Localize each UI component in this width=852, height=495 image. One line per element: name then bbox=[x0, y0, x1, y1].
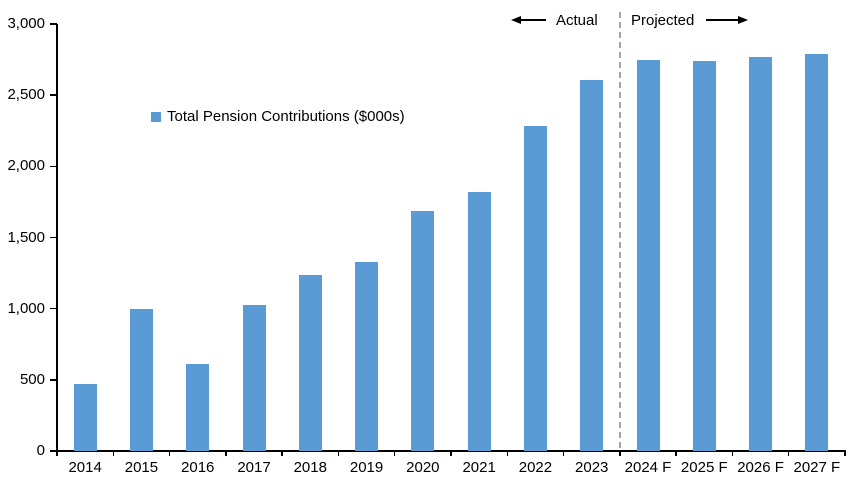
x-axis-tick bbox=[337, 451, 340, 456]
bar-2022 bbox=[523, 125, 547, 451]
bar-2020 bbox=[411, 211, 435, 451]
x-axis-tick bbox=[112, 451, 114, 456]
x-axis-tick bbox=[506, 451, 508, 456]
y-tick-label: 500 bbox=[19, 370, 45, 388]
actual-arrow-line bbox=[520, 19, 546, 21]
legend: Total Pension Contributions ($000s) bbox=[151, 108, 405, 125]
bar-2016 bbox=[186, 364, 210, 451]
actual-label: Actual bbox=[556, 12, 598, 29]
y-axis-tick bbox=[50, 23, 57, 25]
x-axis-line bbox=[56, 450, 846, 452]
y-axis-tick bbox=[50, 94, 57, 96]
y-axis-tick bbox=[50, 236, 57, 239]
x-axis-tick bbox=[844, 451, 846, 456]
y-tick-label: 0 bbox=[36, 442, 45, 459]
y-axis-tick bbox=[50, 379, 57, 381]
x-tick-label: 2027 F bbox=[793, 459, 841, 476]
bar-2017 bbox=[242, 305, 266, 451]
y-tick-label: 3,000 bbox=[7, 15, 45, 32]
x-tick-label: 2021 bbox=[462, 459, 496, 476]
x-tick-label: 2018 bbox=[293, 459, 327, 476]
x-axis-tick bbox=[168, 451, 171, 456]
y-tick-label: 2,000 bbox=[7, 157, 45, 175]
y-tick-label: 2,500 bbox=[7, 86, 45, 104]
x-tick-label: 2024 F bbox=[624, 459, 672, 476]
x-axis-tick bbox=[225, 451, 227, 456]
x-axis-tick bbox=[56, 451, 58, 456]
bar-2023 bbox=[580, 79, 604, 451]
x-axis-tick bbox=[731, 451, 734, 456]
legend-label: Total Pension Contributions ($000s) bbox=[167, 108, 405, 125]
x-tick-label: 2016 bbox=[181, 459, 215, 476]
x-tick-label: 2014 bbox=[68, 459, 102, 476]
x-tick-label: 2023 bbox=[575, 459, 609, 476]
bar-2014 bbox=[73, 384, 97, 451]
x-axis-tick bbox=[619, 451, 621, 456]
x-tick-label: 2025 F bbox=[680, 459, 728, 476]
bar-2025-f bbox=[692, 61, 716, 451]
projected-arrow-right-icon bbox=[738, 16, 748, 24]
y-tick-label: 1,000 bbox=[7, 299, 45, 317]
actual-projected-divider bbox=[619, 12, 621, 451]
bar-2021 bbox=[467, 191, 491, 451]
x-axis-tick bbox=[394, 451, 396, 456]
bar-2026-f bbox=[749, 57, 773, 451]
bar-2015 bbox=[129, 308, 153, 451]
projected-label: Projected bbox=[631, 12, 695, 29]
x-axis-tick bbox=[675, 451, 677, 456]
y-axis-tick bbox=[50, 307, 57, 310]
x-tick-label: 2020 bbox=[406, 459, 440, 476]
bar-2024-f bbox=[636, 59, 660, 451]
x-axis-tick bbox=[788, 451, 790, 456]
bar-2018 bbox=[298, 274, 322, 451]
x-tick-label: 2017 bbox=[237, 459, 271, 476]
x-tick-label: 2026 F bbox=[737, 459, 784, 476]
x-tick-label: 2015 bbox=[124, 459, 159, 476]
legend-swatch-icon bbox=[151, 112, 161, 122]
x-axis-tick bbox=[450, 451, 452, 456]
x-axis-tick bbox=[562, 451, 565, 456]
bar-2019 bbox=[355, 262, 379, 451]
actual-arrow-left-icon bbox=[511, 16, 521, 24]
x-tick-label: 2022 bbox=[518, 459, 553, 476]
y-tick-label: 1,500 bbox=[7, 228, 45, 246]
projected-arrow-line bbox=[706, 19, 739, 21]
y-axis-tick bbox=[50, 450, 57, 452]
bar-2027-f bbox=[805, 53, 829, 451]
x-tick-label: 2019 bbox=[349, 459, 384, 476]
x-axis-tick bbox=[281, 451, 283, 456]
y-axis-tick bbox=[50, 165, 57, 168]
